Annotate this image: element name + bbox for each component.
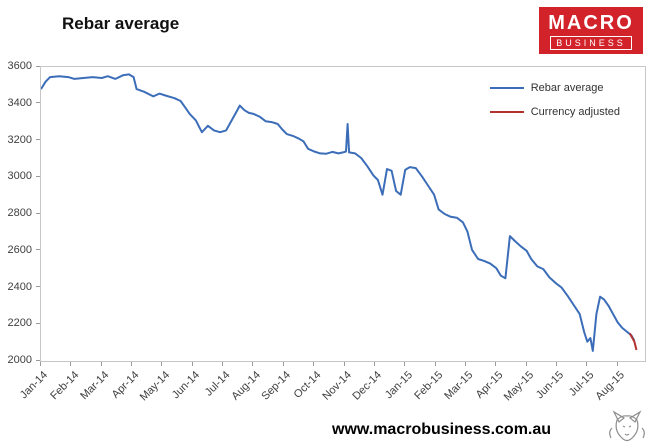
x-tick-mark xyxy=(404,362,406,366)
legend-line-sample xyxy=(489,87,524,89)
logo-text-business: BUSINESS xyxy=(550,35,632,50)
y-tick-mark xyxy=(36,359,40,361)
y-tick-label: 2600 xyxy=(7,243,32,256)
x-tick-label: Jan-15 xyxy=(382,369,415,402)
legend-item: Rebar average xyxy=(489,82,620,94)
chart-legend: Rebar average Currency adjusted xyxy=(489,82,620,130)
legend-item: Currency adjusted xyxy=(489,106,620,118)
y-tick-label: 3200 xyxy=(7,133,32,146)
series-line-rebar-average xyxy=(40,73,636,352)
wolf-logo-image xyxy=(609,410,645,442)
x-tick-mark xyxy=(373,362,375,366)
y-tick-label: 3600 xyxy=(7,60,32,72)
x-tick-mark xyxy=(252,362,254,366)
x-tick-label: Dec-14 xyxy=(350,369,385,403)
footer-url-link[interactable]: www.macrobusiness.com.au xyxy=(332,421,552,438)
x-tick-mark xyxy=(131,362,133,366)
x-tick-mark xyxy=(616,362,618,366)
x-tick-label: Aug-15 xyxy=(593,369,628,403)
x-tick-mark xyxy=(222,362,224,366)
x-tick-mark xyxy=(313,362,315,366)
y-tick-label: 2000 xyxy=(7,354,32,366)
y-tick-mark xyxy=(36,249,40,251)
chart-plot-area xyxy=(40,66,646,362)
x-tick-mark xyxy=(586,362,588,366)
x-tick-mark xyxy=(161,362,163,366)
y-tick-mark xyxy=(36,175,40,177)
y-tick-mark xyxy=(36,139,40,140)
x-tick-label: Apr-15 xyxy=(473,369,506,401)
x-tick-label: Jun-14 xyxy=(169,369,203,402)
logo-text-macro: MACRO xyxy=(548,11,634,34)
x-tick-mark xyxy=(191,362,193,366)
chart-series-svg xyxy=(40,73,638,352)
x-tick-label: Apr-14 xyxy=(109,369,142,401)
x-tick-mark xyxy=(343,362,345,366)
series-line-currency-adjusted xyxy=(628,332,638,351)
x-tick-mark xyxy=(40,362,41,366)
x-tick-label: May-14 xyxy=(137,369,172,404)
x-tick-mark xyxy=(70,362,72,366)
y-tick-label: 2400 xyxy=(7,280,32,293)
y-tick-label: 2200 xyxy=(7,317,32,330)
x-tick-label: Mar-14 xyxy=(78,369,112,403)
y-tick-label: 2800 xyxy=(7,207,32,219)
x-tick-label: Jun-15 xyxy=(534,369,567,402)
legend-label: Rebar average xyxy=(530,82,604,94)
x-tick-label: Sep-14 xyxy=(259,369,294,403)
x-tick-label: Nov-14 xyxy=(320,369,355,403)
y-tick-mark xyxy=(36,212,40,214)
x-tick-mark xyxy=(464,362,466,366)
x-tick-label: Aug-14 xyxy=(229,369,263,403)
y-tick-label: 3400 xyxy=(7,96,32,109)
y-tick-mark xyxy=(36,322,40,324)
y-tick-mark xyxy=(36,102,40,104)
x-tick-label: Feb-15 xyxy=(411,369,446,403)
x-tick-label: Mar-15 xyxy=(442,369,476,403)
x-tick-mark xyxy=(525,362,527,366)
x-tick-label: Jul-15 xyxy=(567,369,597,399)
y-tick-mark xyxy=(36,65,40,67)
y-axis-labels: 2000 2200 2400 2600 2800 3000 3200 3400 3600 xyxy=(0,60,40,366)
y-tick-mark xyxy=(36,286,40,287)
x-tick-mark xyxy=(100,362,102,366)
x-tick-label: Jan-14 xyxy=(18,369,51,402)
x-axis-labels: Jan-14 Feb-14 Mar-14 Apr-14 May-14 Jun-14 Jul-… xyxy=(18,362,646,414)
legend-line-sample xyxy=(489,111,524,113)
macrobusiness-logo[interactable]: MACRO BUSINESS xyxy=(539,7,643,54)
x-tick-mark xyxy=(282,362,284,366)
x-tick-label: Oct-14 xyxy=(291,369,324,401)
y-tick-label: 3000 xyxy=(7,170,32,183)
x-tick-mark xyxy=(434,362,436,366)
chart: 2000 2200 2400 2600 2800 3000 3200 3400 3600 Jan… xyxy=(8,60,646,403)
x-tick-label: May-15 xyxy=(501,369,537,404)
legend-label: Currency adjusted xyxy=(530,106,620,118)
x-tick-mark xyxy=(555,362,557,366)
x-tick-label: Feb-14 xyxy=(47,369,81,403)
x-tick-label: Jul-14 xyxy=(202,369,233,399)
chart-title: Rebar average xyxy=(62,14,180,33)
x-tick-mark xyxy=(495,362,497,366)
